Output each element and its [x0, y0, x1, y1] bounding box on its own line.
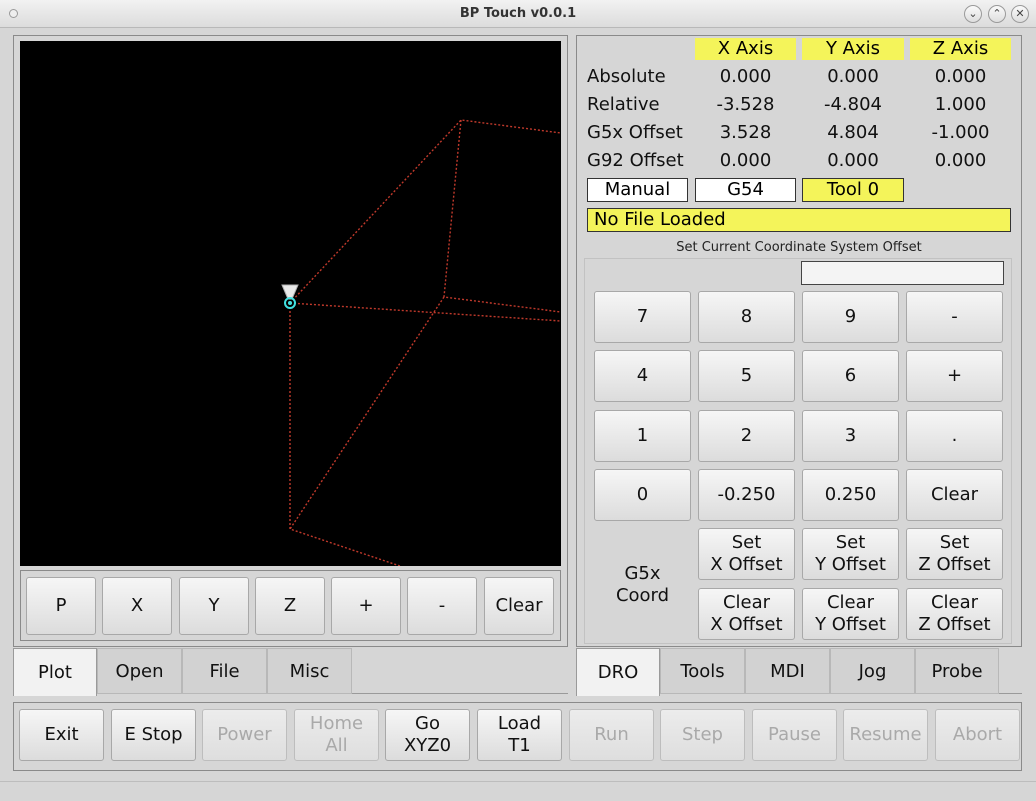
file-status: No File Loaded: [587, 208, 1011, 232]
dro-value-y: 0.000: [827, 150, 879, 171]
keypad-button[interactable]: 2: [698, 410, 795, 462]
go-xyz0-button[interactable]: Go XYZ0: [385, 709, 470, 761]
set-x-offset-button[interactable]: Set X Offset: [698, 528, 795, 580]
dro-row-label: G5x Offset: [587, 122, 683, 143]
home-all-button: Home All: [294, 709, 379, 761]
close-icon[interactable]: ✕: [1011, 5, 1029, 23]
window-menu-icon[interactable]: [9, 9, 18, 18]
dro-value-x: 0.000: [719, 150, 772, 171]
tool-indicator: Tool 0: [802, 178, 904, 202]
minimize-icon[interactable]: ⌄: [964, 5, 982, 23]
offset-keypad-frame: [584, 258, 1012, 644]
resume-button: Resume: [843, 709, 928, 761]
dro-row-label: Relative: [587, 94, 660, 115]
e-stop-button[interactable]: E Stop: [111, 709, 196, 761]
power-button: Power: [202, 709, 287, 761]
work-envelope-box: [289, 119, 561, 566]
z-axis-header: Z Axis: [910, 38, 1011, 60]
title-bar: BP Touch v0.0.1 ⌄ ⌃ ✕: [0, 0, 1036, 28]
keypad-button[interactable]: -: [906, 291, 1003, 343]
keypad-button[interactable]: 6: [802, 350, 899, 402]
plot-button-clear[interactable]: Clear: [484, 577, 554, 635]
tab-mdi[interactable]: MDI: [745, 648, 830, 694]
keypad-button[interactable]: 5: [698, 350, 795, 402]
dro-value-z: -1.000: [931, 122, 990, 143]
plot-canvas: [281, 119, 561, 566]
dro-value-y: -4.804: [823, 94, 883, 115]
clear-z-offset-button[interactable]: Clear Z Offset: [906, 588, 1003, 640]
tab-dro[interactable]: DRO: [576, 648, 660, 696]
tab-jog[interactable]: Jog: [830, 648, 915, 694]
tab-file[interactable]: File: [182, 648, 267, 694]
window-title: BP Touch v0.0.1: [459, 6, 577, 21]
tab-tools[interactable]: Tools: [660, 648, 745, 694]
keypad-button[interactable]: 1: [594, 410, 691, 462]
keypad-button[interactable]: 0: [594, 469, 691, 521]
exit-button[interactable]: Exit: [19, 709, 104, 761]
dro-value-z: 1.000: [934, 94, 987, 115]
dro-row-label: G92 Offset: [587, 150, 684, 171]
status-bar: [0, 781, 1036, 801]
step-button: Step: [660, 709, 745, 761]
dro-value-x: 0.000: [719, 66, 772, 87]
coord-system-indicator: G54: [695, 178, 796, 202]
dro-value-y: 4.804: [827, 122, 879, 143]
plot-button-zoom-out[interactable]: -: [407, 577, 477, 635]
set-z-offset-button[interactable]: Set Z Offset: [906, 528, 1003, 580]
dro-value-z: 0.000: [934, 150, 987, 171]
keypad-button[interactable]: 9: [802, 291, 899, 343]
dro-row-label: Absolute: [587, 66, 666, 87]
set-y-offset-button[interactable]: Set Y Offset: [802, 528, 899, 580]
keypad-button[interactable]: -0.250: [698, 469, 795, 521]
g5x-coord-label: G5x Coord: [615, 563, 670, 606]
keypad-button[interactable]: 0.250: [802, 469, 899, 521]
pause-button: Pause: [752, 709, 837, 761]
keypad-button[interactable]: 7: [594, 291, 691, 343]
keypad-button[interactable]: .: [906, 410, 1003, 462]
keypad-button[interactable]: 8: [698, 291, 795, 343]
tab-probe[interactable]: Probe: [915, 648, 999, 694]
plot-button-zoom-in[interactable]: +: [331, 577, 401, 635]
mode-indicator: Manual: [587, 178, 688, 202]
keypad-button[interactable]: Clear: [906, 469, 1003, 521]
toolpath-plot[interactable]: [20, 41, 561, 566]
plot-toolbar: [20, 570, 561, 641]
clear-x-offset-button[interactable]: Clear X Offset: [698, 588, 795, 640]
tool-marker-icon: [281, 284, 299, 309]
y-axis-header: Y Axis: [802, 38, 904, 60]
load-t1-button[interactable]: Load T1: [477, 709, 562, 761]
plot-button-x[interactable]: X: [102, 577, 172, 635]
dro-value-y: 0.000: [827, 66, 879, 87]
dro-value-x: 3.528: [719, 122, 772, 143]
dro-value-x: -3.528: [716, 94, 775, 115]
tab-misc[interactable]: Misc: [267, 648, 352, 694]
offset-entry-input[interactable]: [801, 261, 1004, 285]
plot-button-y[interactable]: Y: [179, 577, 249, 635]
keypad-button[interactable]: +: [906, 350, 1003, 402]
run-button: Run: [569, 709, 654, 761]
keypad-button[interactable]: 4: [594, 350, 691, 402]
plot-button-p[interactable]: P: [26, 577, 96, 635]
offset-panel-title: Set Current Coordinate System Offset: [676, 240, 922, 255]
dro-value-z: 0.000: [934, 66, 987, 87]
x-axis-header: X Axis: [695, 38, 796, 60]
tab-plot[interactable]: Plot: [13, 648, 97, 696]
plot-button-z[interactable]: Z: [255, 577, 325, 635]
maximize-icon[interactable]: ⌃: [988, 5, 1006, 23]
clear-y-offset-button[interactable]: Clear Y Offset: [802, 588, 899, 640]
keypad-button[interactable]: 3: [802, 410, 899, 462]
tab-open[interactable]: Open: [97, 648, 182, 694]
abort-button: Abort: [935, 709, 1020, 761]
